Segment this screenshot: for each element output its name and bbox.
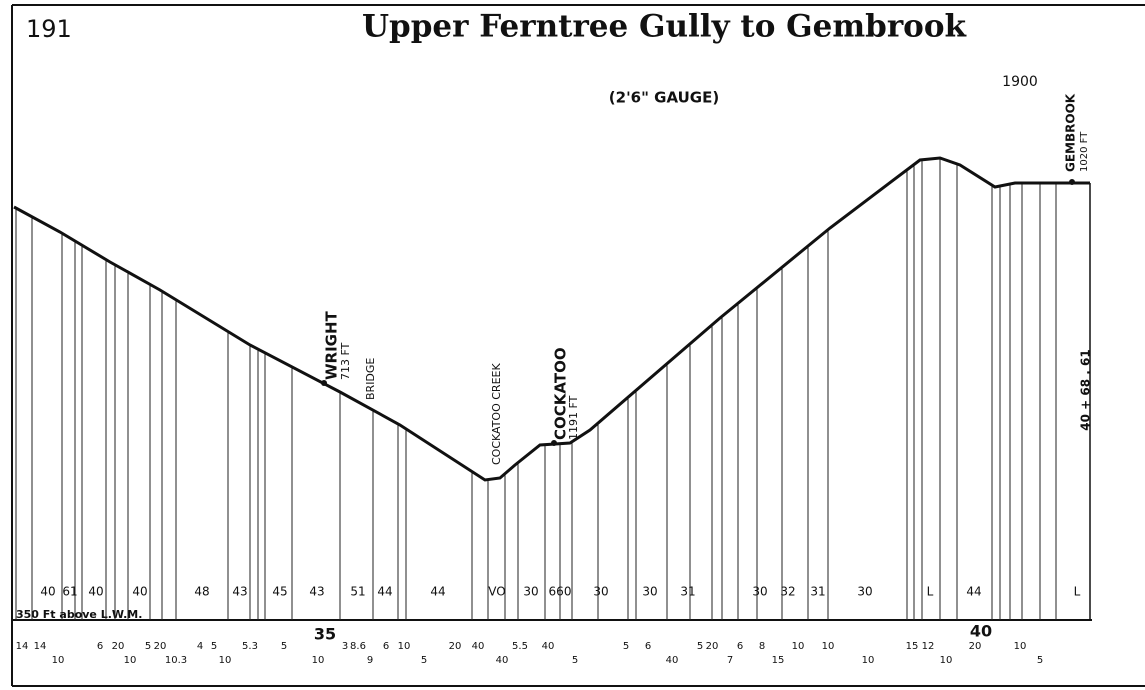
gradient-label: 44: [966, 585, 981, 599]
page-number: 191: [26, 15, 72, 43]
curve-label: 5: [623, 641, 629, 652]
curve-label: 10: [822, 641, 835, 652]
datum: 350 Ft above L.W.M.: [16, 608, 142, 621]
gradient-label: 61: [62, 585, 77, 599]
curve-label: 10: [398, 641, 411, 652]
gradient-label: 30: [642, 585, 657, 599]
curve-label: 5.3: [242, 641, 258, 652]
curve-label: 10: [1014, 641, 1027, 652]
curve-label: 20: [154, 641, 167, 652]
gradient-label: 40: [40, 585, 55, 599]
gradient-label: 30: [857, 585, 872, 599]
curve-label: 15: [772, 655, 785, 666]
milepost: 35: [314, 625, 336, 644]
gradient-label: 40: [88, 585, 103, 599]
station-height: 1020 FT: [1079, 131, 1090, 172]
curve-label: 8.6: [350, 641, 366, 652]
gradient-label: VO: [488, 585, 505, 599]
gradient-row: 40 61 40 40 48 43 45 43 51 44 44 VO 30 660 30 30 31 30 32 3…: [40, 585, 1080, 599]
gradient-label: L: [1074, 585, 1081, 599]
curve-label: 12: [922, 641, 935, 652]
gradient-label: 30: [593, 585, 608, 599]
gradient-label: 44: [377, 585, 392, 599]
gradient-label: 43: [232, 585, 247, 599]
gradient-label: 43: [309, 585, 324, 599]
gauge: (2'6" GAUGE): [609, 89, 719, 107]
gradient-label: 31: [810, 585, 825, 599]
curve-label: 40: [666, 655, 679, 666]
curve-label: 10: [312, 655, 325, 666]
curve-label: 20: [449, 641, 462, 652]
year: 1900: [1002, 74, 1038, 90]
curve-label: 6: [383, 641, 389, 652]
curve-label: 6: [737, 641, 743, 652]
curve-label: 5: [281, 641, 287, 652]
curve-label: 7: [727, 655, 733, 666]
curve-label: 40: [542, 641, 555, 652]
curve-label: 40: [496, 655, 509, 666]
distance: 40 + 68 . 61: [1079, 349, 1093, 430]
gradient-label: 32: [780, 585, 795, 599]
curve-label: 5: [211, 641, 217, 652]
curve-label: 10: [940, 655, 953, 666]
milepost: 40: [970, 622, 992, 641]
gradient-label: 44: [430, 585, 445, 599]
gradient-label: 45: [272, 585, 287, 599]
curve-label: 20: [969, 641, 982, 652]
curve-label: 5.5: [512, 641, 528, 652]
gradient-posts: [15, 158, 1057, 620]
curve-label: 5: [421, 655, 427, 666]
curve-label: 5: [1037, 655, 1043, 666]
station-name: WRIGHT: [323, 310, 341, 380]
station-name: COCKATOO: [552, 347, 570, 440]
curve-label: 6: [645, 641, 651, 652]
station-height: 713 FT: [339, 342, 352, 380]
curve-label: 10: [52, 655, 65, 666]
gradient-label: 31: [680, 585, 695, 599]
curve-label: 10: [792, 641, 805, 652]
station-height: 1191 FT: [567, 395, 580, 440]
curve-label: 3: [342, 641, 348, 652]
gradient-label: 48: [194, 585, 209, 599]
title: Upper Ferntree Gully to Gembrook: [362, 9, 968, 45]
feature: COCKATOO CREEK: [490, 363, 503, 465]
curve-label: 8: [759, 641, 765, 652]
curve-label: 20: [112, 641, 125, 652]
gradient-label: 51: [350, 585, 365, 599]
station-name: GEMBROOK: [1064, 93, 1078, 172]
curve-label: 9: [367, 655, 373, 666]
gradient-label: 30: [523, 585, 538, 599]
gradient-label: 660: [549, 585, 572, 599]
curve-label: 6: [97, 641, 103, 652]
curve-label: 40: [472, 641, 485, 652]
gradient-label: 40: [132, 585, 147, 599]
curve-label: 20: [706, 641, 719, 652]
profile-line: [13, 156, 1090, 482]
gradient-label: 30: [752, 585, 767, 599]
curve-label: 10.3: [165, 655, 187, 666]
curve-label: 4: [197, 641, 203, 652]
curve-label: 5: [572, 655, 578, 666]
feature: BRIDGE: [364, 358, 377, 400]
curve-label: 5: [697, 641, 703, 652]
curve-label: 14: [34, 641, 47, 652]
curve-label: 10: [219, 655, 232, 666]
curve-label: 10: [124, 655, 137, 666]
curve-label: 15: [906, 641, 919, 652]
curve-label: 5: [145, 641, 151, 652]
gradient-label: L: [927, 585, 934, 599]
curve-label: 10: [862, 655, 875, 666]
curve-label: 14: [16, 641, 29, 652]
